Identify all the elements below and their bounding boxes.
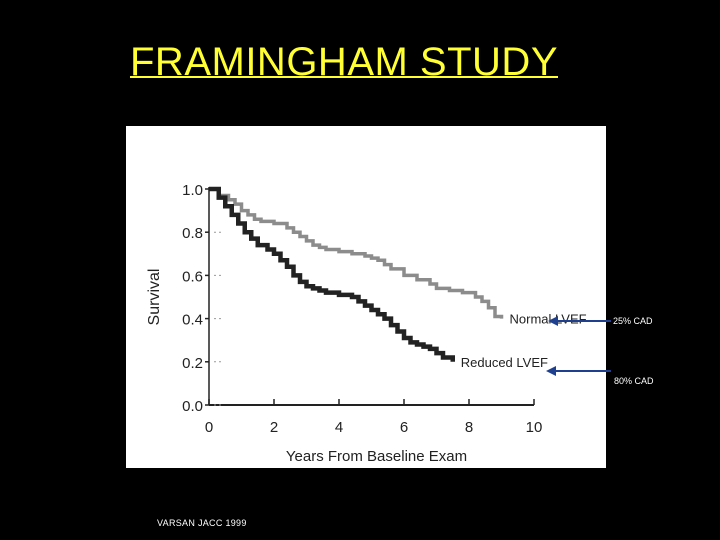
- y-tick-label: 0.2: [182, 355, 203, 372]
- x-tick-label: 4: [335, 419, 343, 436]
- annotation-normal-cad: 25% CAD: [613, 316, 653, 326]
- x-tick-label: 8: [465, 419, 473, 436]
- x-axis-label: Years From Baseline Exam: [286, 448, 467, 465]
- y-axis-label: Survival: [146, 269, 163, 326]
- arrow-head-normal-lvef: [548, 316, 558, 326]
- series-label-reduced-lvef: Reduced LVEF: [461, 355, 548, 370]
- series-line-reduced-lvef: [209, 186, 455, 362]
- series-line-normal-lvef: [209, 187, 504, 319]
- y-tick-label: 0.6: [182, 268, 203, 285]
- y-tick-label: 0.8: [182, 225, 203, 242]
- arrow-head-reduced-lvef: [546, 366, 556, 376]
- x-tick-label: 6: [400, 419, 408, 436]
- survival-chart: 0.0 0.2 0.4 0.6 0.8 1.0 0 2 4 6 8 10 Years From Base…: [126, 126, 606, 468]
- x-tick-label: 0: [205, 419, 213, 436]
- x-tick-label: 2: [270, 419, 278, 436]
- y-tick-label: 0.4: [182, 312, 203, 329]
- y-tick-label: 0.0: [182, 398, 203, 415]
- y-tick-label: 1.0: [182, 182, 203, 199]
- annotation-reduced-cad: 80% CAD: [614, 376, 654, 386]
- series-label-normal-lvef: Normal LVEF: [510, 312, 587, 327]
- x-tick-label: 10: [526, 419, 543, 436]
- slide-title: FRAMINGHAM STUDY: [130, 40, 558, 84]
- survival-chart-svg: 0.0 0.2 0.4 0.6 0.8 1.0 0 2 4 6 8 10 Years From Base…: [146, 182, 587, 465]
- citation: VARSAN JACC 1999: [157, 518, 247, 528]
